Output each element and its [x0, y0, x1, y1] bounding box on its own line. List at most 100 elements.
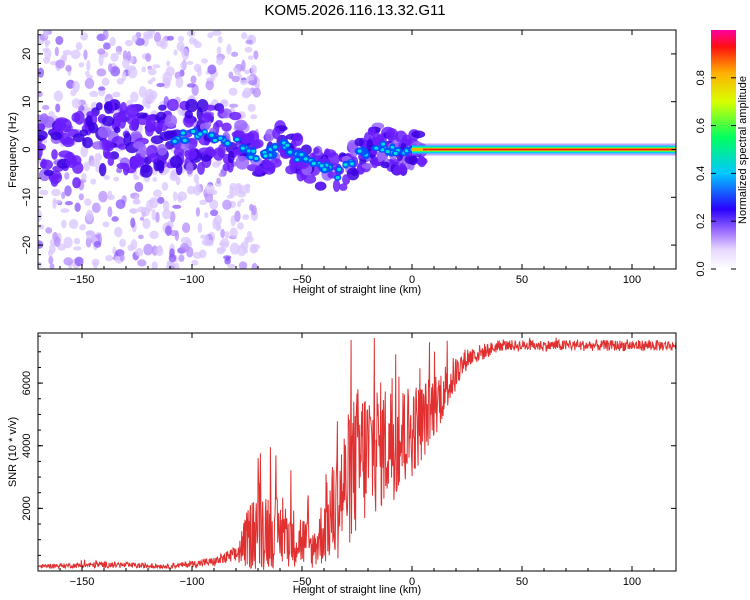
noise-blob — [70, 89, 77, 97]
noise-blob — [119, 238, 127, 248]
noise-blob — [43, 30, 49, 39]
noise-blob — [244, 46, 253, 53]
noise-blob — [186, 30, 196, 37]
band-blob — [417, 156, 427, 168]
noise-blob — [45, 227, 53, 234]
band-blob — [380, 161, 390, 169]
noise-blob — [175, 76, 184, 88]
noise-blob — [231, 51, 239, 57]
noise-blob — [107, 190, 113, 200]
ridge-knot-core — [350, 162, 355, 166]
noise-blob — [83, 49, 88, 60]
noise-blob — [190, 75, 197, 84]
band-blob — [285, 165, 297, 175]
noise-blob — [42, 47, 49, 53]
noise-blob — [135, 247, 144, 257]
noise-blob — [73, 246, 82, 251]
noise-blob — [78, 62, 85, 68]
noise-blob — [226, 43, 232, 55]
band-blob — [98, 162, 107, 177]
noise-blob — [74, 202, 81, 212]
noise-blob — [204, 184, 215, 195]
noise-blob — [96, 68, 107, 77]
noise-blob — [237, 200, 242, 208]
noise-blob — [38, 240, 44, 249]
band-blob — [184, 110, 193, 119]
band-blob — [387, 158, 400, 165]
noise-blob — [153, 31, 162, 43]
noise-blob — [124, 39, 134, 47]
noise-blob — [98, 190, 108, 203]
ridge-knot-core — [374, 146, 379, 150]
noise-blob — [244, 69, 251, 75]
band-blob — [119, 101, 128, 116]
band-blob — [91, 141, 105, 150]
band-blob — [342, 174, 351, 185]
noise-blob — [149, 230, 159, 239]
noise-blob — [137, 206, 147, 213]
band-blob — [394, 130, 408, 144]
noise-blob — [137, 259, 147, 267]
y-tick-label: 4000 — [21, 433, 33, 457]
noise-blob — [151, 261, 158, 269]
noise-blob — [38, 224, 45, 230]
noise-blob — [61, 219, 67, 229]
bottom-x-axis-label: Height of straight line (km) — [293, 584, 421, 596]
noise-blob — [227, 263, 236, 269]
noise-blob — [193, 173, 199, 184]
noise-blob — [161, 182, 169, 191]
noise-blob — [195, 181, 200, 193]
noise-blob — [64, 201, 73, 206]
noise-blob — [102, 30, 109, 40]
noise-blob — [229, 186, 234, 198]
noise-blob — [242, 214, 250, 221]
noise-blob — [107, 206, 113, 218]
noise-blob — [71, 98, 81, 109]
noise-blob — [172, 204, 182, 209]
noise-blob — [179, 242, 190, 253]
band-blob — [42, 116, 55, 128]
noise-blob — [130, 238, 138, 251]
noise-blob — [147, 79, 153, 85]
colorbar-gradient — [711, 30, 736, 269]
noise-blob — [195, 207, 201, 217]
noise-blob — [250, 114, 258, 120]
band-blob — [199, 113, 212, 123]
noise-blob — [159, 38, 168, 50]
noise-blob — [130, 91, 139, 103]
noise-blob — [139, 216, 144, 221]
band-blob — [215, 119, 223, 128]
noise-blob — [193, 41, 202, 49]
band-blob — [313, 147, 320, 154]
noise-blob — [178, 110, 187, 116]
noise-blob — [103, 175, 111, 180]
noise-blob — [219, 238, 230, 249]
noise-blob — [72, 80, 80, 93]
noise-blob — [186, 185, 196, 195]
x-tick-label: 0 — [409, 576, 415, 588]
x-tick-label: −100 — [180, 274, 205, 286]
band-blob — [104, 101, 113, 115]
noise-blob — [238, 261, 248, 269]
band-blob — [222, 163, 231, 171]
noise-blob — [151, 77, 156, 82]
ridge-knot-core — [234, 137, 239, 142]
band-blob — [241, 132, 255, 142]
noise-blob — [89, 90, 99, 98]
noise-blob — [247, 79, 258, 86]
band-blob — [123, 132, 132, 147]
noise-blob — [63, 236, 73, 249]
noise-blob — [133, 175, 140, 181]
noise-blob — [209, 209, 219, 217]
noise-blob — [51, 188, 61, 197]
noise-blob — [85, 70, 90, 77]
band-blob — [139, 144, 147, 158]
ridge-knot-core — [240, 146, 245, 150]
band-blob — [113, 126, 121, 134]
ridge-knot-core — [322, 167, 327, 172]
band-blob — [101, 115, 115, 127]
noise-blob — [63, 257, 74, 266]
noise-blob — [62, 49, 72, 56]
noise-blob — [207, 64, 217, 75]
